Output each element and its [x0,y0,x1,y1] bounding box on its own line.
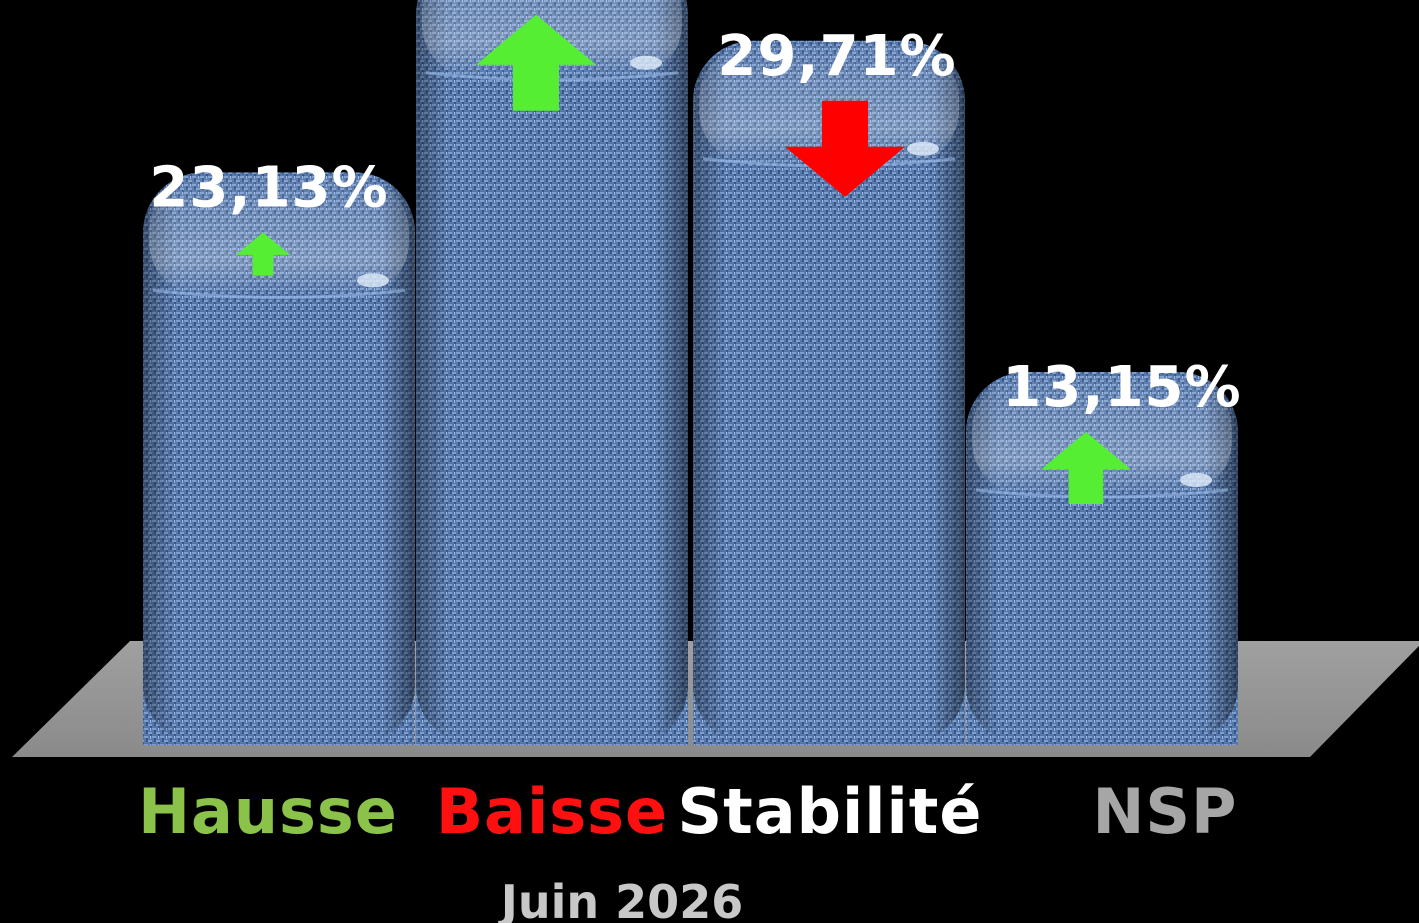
trend-arrow-up-icon [476,14,596,111]
category-label: Baisse [436,775,668,848]
bar-baisse [416,0,688,745]
value-label: 13,15% [1002,355,1241,420]
bar-hausse [143,172,415,745]
period-label: Juin 2026 [498,875,743,923]
trend-arrow-down-icon [785,100,905,197]
value-label: 34,01% [422,0,661,3]
value-label: 29,71% [717,24,956,89]
bar-nsp [966,372,1238,745]
category-label: Hausse [138,775,398,848]
bar-stabilité [693,40,965,746]
trend-arrow-up-icon [236,232,290,276]
trend-arrow-up-icon [1041,432,1131,504]
value-label: 23,13% [149,155,388,220]
category-label: Stabilité [678,775,983,848]
category-label: NSP [1093,775,1238,848]
